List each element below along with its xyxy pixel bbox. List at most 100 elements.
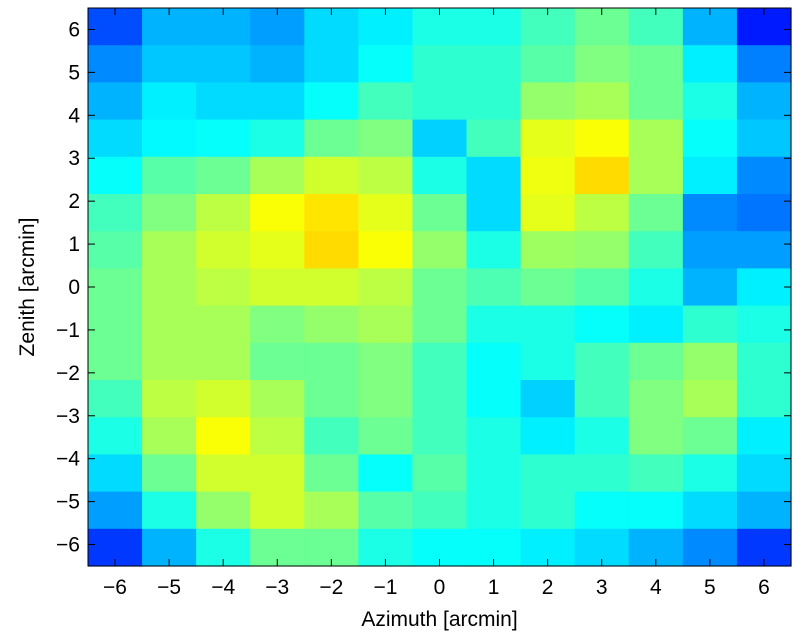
heatmap-cell <box>520 342 576 381</box>
heatmap-cell <box>520 380 576 418</box>
heatmap-cell <box>628 119 684 158</box>
heatmap-cell <box>358 194 414 232</box>
heatmap-cell <box>88 417 143 455</box>
heatmap-cell <box>736 491 792 530</box>
heatmap-cell <box>250 380 305 418</box>
heatmap-cell <box>412 380 468 418</box>
heatmap-cell <box>466 119 522 158</box>
heatmap-cell <box>736 342 792 381</box>
heatmap-cell <box>196 417 251 455</box>
heatmap-cell <box>628 417 684 455</box>
x-axis-label: Azimuth [arcmin] <box>361 608 517 631</box>
heatmap-cell <box>250 231 305 269</box>
heatmap-cell <box>196 491 251 530</box>
y-tick-label: 3 <box>68 147 80 170</box>
heatmap-cell <box>142 305 197 344</box>
heatmap-cell <box>628 268 684 307</box>
heatmap-cell <box>412 82 468 121</box>
heatmap-cell <box>250 491 305 530</box>
heatmap-cell <box>88 380 143 418</box>
heatmap-cell <box>196 305 251 344</box>
heatmap-cell <box>628 45 684 83</box>
heatmap-cell <box>358 380 414 418</box>
heatmap-cell <box>466 156 522 195</box>
heatmap-cell <box>142 82 197 121</box>
y-tick-label: −1 <box>56 319 80 342</box>
x-tick-label: 1 <box>488 576 500 599</box>
heatmap-cell <box>628 194 684 232</box>
heatmap-cell <box>628 231 684 269</box>
y-tick-label: −4 <box>56 448 80 471</box>
y-tick-label: 4 <box>68 104 80 127</box>
y-tick-label: −2 <box>56 362 80 385</box>
heatmap-cell <box>304 119 359 158</box>
y-tick-label: 2 <box>68 190 80 213</box>
heatmap-cell <box>574 45 630 83</box>
heatmap-cell <box>574 194 630 232</box>
heatmap-cell <box>466 231 522 269</box>
heatmap-cell <box>412 305 468 344</box>
y-tick-label: −6 <box>56 534 80 557</box>
heatmap-cell <box>142 380 197 418</box>
heatmap-cell <box>196 119 251 158</box>
heatmap-cell <box>574 491 630 530</box>
x-tick-label: 5 <box>704 576 716 599</box>
heatmap-cell <box>466 491 522 530</box>
heatmap-cell <box>88 491 143 530</box>
heatmap-cell <box>250 119 305 158</box>
heatmap-cell <box>520 231 576 269</box>
heatmap-cell <box>142 119 197 158</box>
heatmap-cell <box>736 82 792 121</box>
heatmap-cell <box>304 156 359 195</box>
heatmap-cell <box>466 454 522 493</box>
heatmap-cell <box>358 268 414 307</box>
heatmap-cell <box>412 119 468 158</box>
heatmap-cell <box>358 156 414 195</box>
heatmap-cell <box>736 380 792 418</box>
heatmap-cell <box>520 194 576 232</box>
heatmap-cell <box>520 417 576 455</box>
x-tick-label: −3 <box>265 576 289 599</box>
heatmap-cell <box>466 82 522 121</box>
heatmap-cell <box>250 156 305 195</box>
heatmap-cell <box>358 82 414 121</box>
heatmap-cell <box>196 380 251 418</box>
heatmap-cell <box>412 454 468 493</box>
heatmap-cell <box>628 305 684 344</box>
heatmap-cell <box>412 491 468 530</box>
heatmap-cell <box>628 491 684 530</box>
y-tick-label: 6 <box>68 18 80 41</box>
heatmap-cell <box>574 119 630 158</box>
heatmap-cell <box>466 194 522 232</box>
x-tick-label: 4 <box>650 576 662 599</box>
heatmap-cell <box>412 156 468 195</box>
heatmap-cell <box>736 45 792 83</box>
heatmap-cell <box>628 342 684 381</box>
heatmap-cell <box>574 82 630 121</box>
heatmap-cell <box>682 231 738 269</box>
heatmap-cell <box>88 454 143 493</box>
heatmap-cell <box>304 417 359 455</box>
heatmap-cell <box>574 305 630 344</box>
heatmap-cell <box>466 305 522 344</box>
heatmap-cell <box>304 491 359 530</box>
y-tick-label: 0 <box>68 276 80 299</box>
heatmap-cell <box>520 45 576 83</box>
heatmap-cell <box>628 380 684 418</box>
heatmap-cell <box>466 417 522 455</box>
heatmap-cell <box>250 82 305 121</box>
heatmap-cell <box>520 82 576 121</box>
heatmap-cell <box>358 454 414 493</box>
heatmap-cell <box>520 156 576 195</box>
x-tick-label: −2 <box>319 576 343 599</box>
heatmap-cell <box>466 45 522 83</box>
heatmap-cell <box>574 268 630 307</box>
heatmap-cell <box>304 82 359 121</box>
heatmap-cell <box>736 454 792 493</box>
heatmap-cell <box>88 194 143 232</box>
heatmap-cell <box>142 156 197 195</box>
heatmap-cell <box>682 156 738 195</box>
heatmap-cell <box>196 45 251 83</box>
heatmap-cell <box>142 45 197 83</box>
heatmap-cell <box>304 342 359 381</box>
